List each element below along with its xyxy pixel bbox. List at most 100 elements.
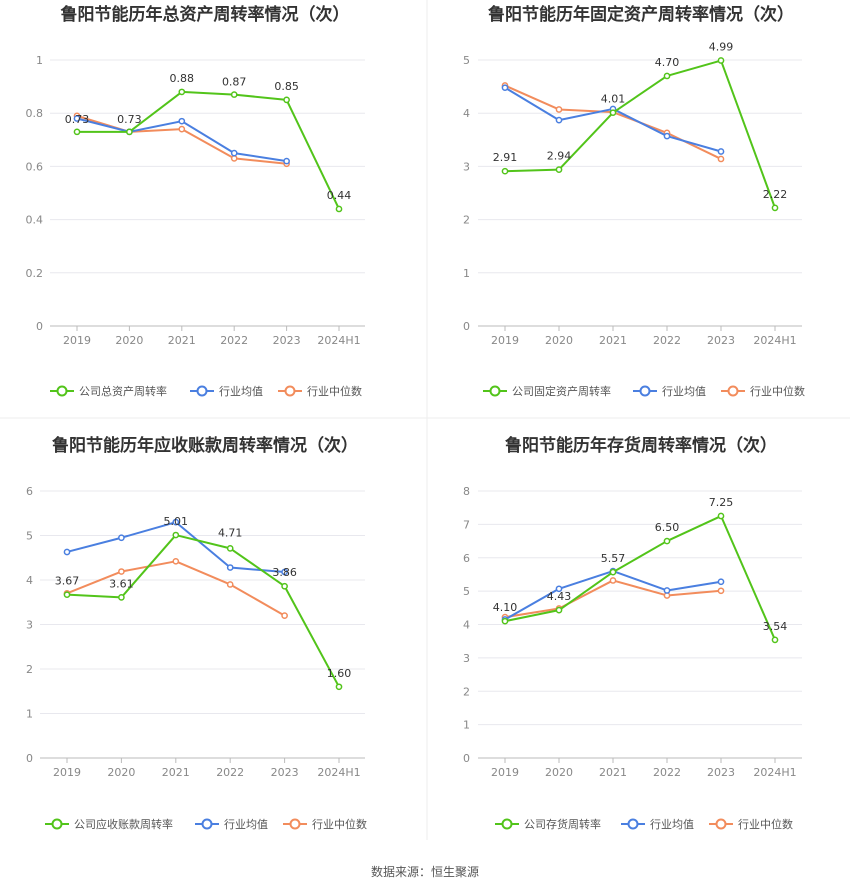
data-point-company — [555, 606, 563, 614]
y-tick-label: 3 — [26, 619, 33, 632]
x-tick-label: 2019 — [491, 766, 519, 779]
data-label: 4.71 — [218, 526, 243, 539]
data-point-company — [281, 582, 288, 590]
data-point-median — [230, 155, 238, 162]
data-point-company — [73, 128, 81, 136]
y-tick-label: 1 — [36, 54, 43, 67]
x-tick-label: 2022 — [220, 334, 248, 347]
data-point-company — [555, 166, 563, 173]
legend-label: 行业中位数 — [307, 384, 362, 398]
x-tick-label: 2020 — [107, 766, 135, 779]
chart-title: 鲁阳节能历年总资产周转率情况（次） — [61, 4, 350, 25]
y-tick-label: 7 — [463, 518, 470, 531]
x-tick-label: 2019 — [491, 334, 519, 347]
data-point-avg — [226, 564, 234, 571]
x-tick-label: 2024H1 — [317, 334, 360, 347]
data-point-median — [172, 557, 180, 565]
y-tick-label: 4 — [26, 574, 33, 587]
chart-title: 鲁阳节能历年应收账款周转率情况（次） — [52, 435, 358, 456]
data-label: 5.57 — [601, 552, 626, 565]
chart-panel-4: 鲁阳节能历年存货周转率情况（次） 0 1 2 3 4 5 6 7 8 2019 2020 2021 202… — [463, 435, 802, 831]
y-tick-label: 5 — [463, 54, 470, 67]
data-label: 7.25 — [709, 496, 734, 509]
y-tick-label: 6 — [26, 485, 33, 498]
data-point-avg — [663, 587, 671, 594]
data-label: 6.50 — [655, 521, 680, 534]
y-tick-label: 0.4 — [26, 214, 44, 227]
x-tick-label: 2023 — [707, 766, 735, 779]
data-point-company — [771, 636, 779, 644]
x-tick-label: 2021 — [162, 766, 190, 779]
y-tick-label: 0.6 — [26, 160, 44, 173]
legend-marker — [715, 818, 727, 830]
y-tick-label: 2 — [26, 663, 33, 676]
chart-panel-2: 鲁阳节能历年固定资产周转率情况（次） 0 1 2 3 4 5 2019 2020 2021 2022… — [463, 4, 805, 398]
y-tick-label: 0.8 — [26, 107, 44, 120]
data-point-avg — [555, 116, 563, 124]
data-point-company — [283, 96, 290, 104]
data-label: 4.01 — [601, 93, 626, 106]
legend-label: 公司固定资产周转率 — [512, 384, 611, 398]
data-point-avg — [73, 115, 81, 122]
legend-item-company: 公司固定资产周转率 — [483, 384, 611, 398]
x-tick-label: 2020 — [545, 334, 573, 347]
data-point-company — [63, 591, 71, 599]
data-point-company — [717, 512, 725, 520]
data-point-avg — [501, 84, 509, 92]
chart-panel-1: 鲁阳节能历年总资产周转率情况（次） 0 0.2 0.4 0.6 0.8 1 2019 2020 2… — [26, 4, 365, 398]
x-tick-label: 2024H1 — [317, 766, 360, 779]
x-tick-label: 2024H1 — [753, 766, 796, 779]
data-point-company — [609, 568, 617, 576]
legend-label: 行业均值 — [219, 385, 263, 398]
data-point-company — [126, 128, 133, 136]
data-point-company — [226, 545, 234, 552]
data-point-avg — [717, 578, 725, 586]
data-label: 2.91 — [493, 151, 518, 164]
data-point-company — [663, 537, 671, 545]
data-point-median — [555, 106, 563, 113]
y-tick-label: 5 — [26, 530, 33, 543]
y-tick-label: 0.2 — [26, 267, 44, 280]
data-label: 0.73 — [65, 113, 90, 126]
data-point-avg — [63, 548, 71, 556]
source-label: 数据来源：恒生聚源 — [371, 864, 479, 879]
data-point-company — [717, 57, 725, 64]
data-point-median — [226, 581, 234, 588]
data-label: 3.86 — [272, 566, 297, 579]
data-label: 5.01 — [164, 515, 189, 528]
series-line-company — [504, 515, 776, 641]
series-line-company — [504, 59, 776, 209]
data-point-company — [230, 91, 238, 98]
legend-item-company: 公司应收账款周转率 — [45, 817, 173, 831]
y-tick-label: 3 — [463, 160, 470, 173]
legend-item-avg: 行业均值 — [633, 385, 706, 398]
legend-marker — [201, 818, 213, 830]
legend-marker — [627, 818, 639, 830]
data-point-company — [501, 617, 509, 625]
data-point-company — [771, 204, 779, 212]
data-point-avg — [172, 518, 180, 526]
x-tick-label: 2020 — [545, 766, 573, 779]
x-tick-label: 2023 — [271, 766, 299, 779]
legend-marker — [289, 818, 301, 830]
y-tick-label: 0 — [26, 752, 33, 765]
y-tick-label: 2 — [463, 685, 470, 698]
x-tick-label: 2022 — [653, 334, 681, 347]
data-label: 4.70 — [655, 56, 680, 69]
data-point-avg — [118, 534, 125, 542]
data-point-avg — [178, 117, 186, 125]
data-point-median — [717, 587, 725, 595]
data-label: 4.99 — [709, 41, 734, 54]
data-point-median — [118, 568, 125, 575]
y-tick-label: 0 — [463, 752, 470, 765]
y-tick-label: 1 — [463, 719, 470, 732]
data-label: 3.61 — [109, 577, 134, 590]
legend-label: 行业均值 — [650, 818, 694, 831]
chart-title: 鲁阳节能历年固定资产周转率情况（次） — [488, 4, 794, 25]
y-tick-label: 5 — [463, 585, 470, 598]
legend-label: 公司存货周转率 — [524, 817, 601, 831]
x-tick-label: 2022 — [653, 766, 681, 779]
x-tick-label: 2023 — [707, 334, 735, 347]
legend-marker — [196, 385, 208, 397]
legend-marker — [284, 385, 296, 397]
